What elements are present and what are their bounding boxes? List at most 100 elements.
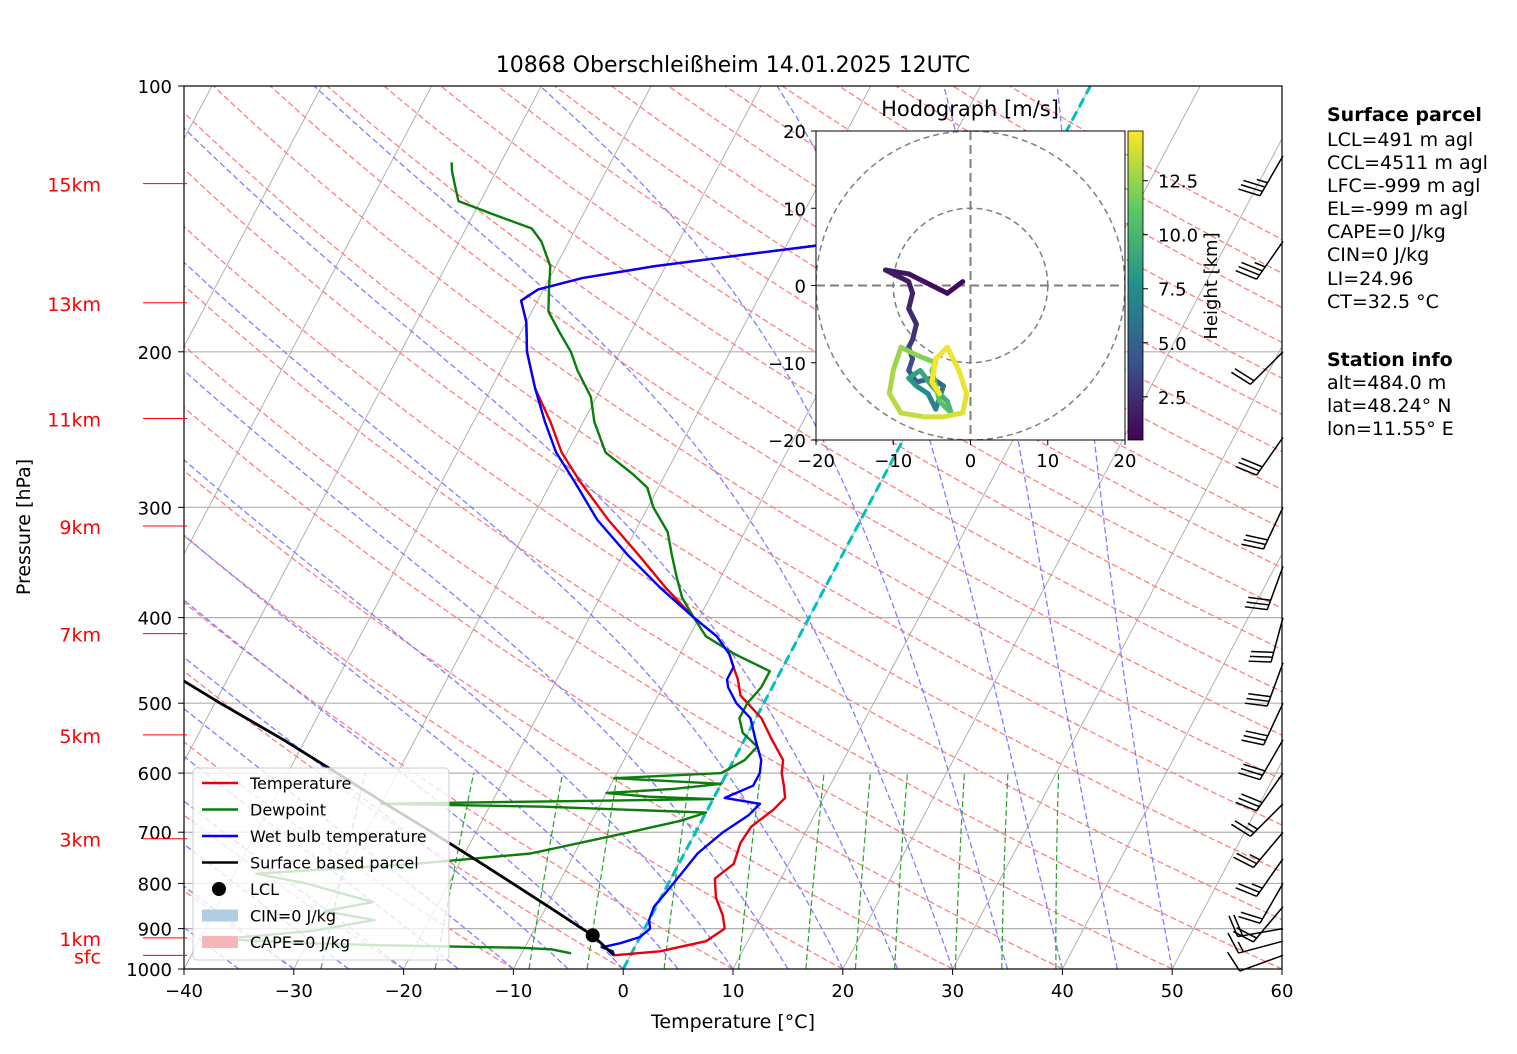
barb-full-feather xyxy=(1241,543,1264,550)
mixing-ratio-line xyxy=(954,773,965,969)
hodo-x-tick-label: −20 xyxy=(797,451,835,472)
moist-adiabat xyxy=(184,261,844,969)
hodo-y-tick-label: −10 xyxy=(768,354,806,375)
barb-full-feather xyxy=(1226,951,1241,972)
hodograph-segment xyxy=(921,279,950,296)
dry-adiabat xyxy=(184,284,1282,969)
hodograph-ticks: −20−20 −10 −10 0 0 10 10 20 20 xyxy=(768,122,1136,472)
dry-adiabat xyxy=(184,601,734,969)
barb-full-feather xyxy=(1235,801,1257,812)
barb-full-feather xyxy=(1227,932,1240,954)
barb-full-feather xyxy=(1238,883,1260,893)
mixing-ratio-line xyxy=(586,773,619,969)
station-info-title: Station info xyxy=(1327,349,1453,371)
barb-full-feather xyxy=(1248,596,1271,601)
barb-shaft xyxy=(1259,739,1284,780)
wind-barb xyxy=(1238,883,1284,924)
hodograph-title: Hodograph [m/s] xyxy=(881,97,1059,121)
barb-shaft xyxy=(1249,351,1284,385)
barb-full-feather xyxy=(1241,793,1263,804)
hodograph-segment xyxy=(910,321,919,343)
x-tick-label: 50 xyxy=(1161,981,1184,1002)
barb-shaft xyxy=(1270,617,1284,663)
height-label: 9km xyxy=(59,517,101,539)
legend-swatch-dot xyxy=(212,882,226,896)
wind-barb xyxy=(1241,702,1284,746)
wetbulb-line xyxy=(519,176,1059,956)
wind-barb xyxy=(1248,617,1284,663)
isotherm-line xyxy=(842,137,1282,969)
station-lon: lon=11.55° E xyxy=(1327,418,1454,440)
surface-parcel-title: Surface parcel xyxy=(1327,104,1482,126)
hodo-y-tick-label: 10 xyxy=(783,199,806,220)
x-tick-label: −20 xyxy=(385,981,423,1002)
moist-adiabat xyxy=(1056,86,1173,969)
hodograph-plot xyxy=(816,131,1125,440)
barb-full-feather xyxy=(1240,767,1263,776)
colorbar-tick-label: 12.5 xyxy=(1158,172,1198,193)
height-label: 3km xyxy=(59,830,101,852)
legend-box xyxy=(192,767,450,961)
hodo-y-tick-label: 0 xyxy=(795,277,806,298)
wind-barb xyxy=(1230,803,1284,837)
legend-label: Wet bulb temperature xyxy=(250,827,427,846)
hodograph-segment xyxy=(933,344,950,362)
surface-parcel-lcl: LCL=491 m agl xyxy=(1327,129,1473,151)
barb-shaft xyxy=(1262,702,1284,746)
height-label: sfc xyxy=(74,946,101,968)
dry-adiabat xyxy=(184,406,1063,969)
barb-shaft xyxy=(1238,940,1284,954)
barb-full-feather xyxy=(1235,887,1257,898)
barb-shaft xyxy=(1252,831,1284,868)
height-label: 15km xyxy=(47,175,101,197)
surface-parcel-li: LI=24.96 xyxy=(1327,268,1414,290)
wind-barb xyxy=(1235,436,1284,476)
barb-shaft xyxy=(1259,883,1284,924)
hodo-x-tick-label: 0 xyxy=(965,451,976,472)
barb-full-feather xyxy=(1245,534,1268,541)
barb-half-feather xyxy=(1237,941,1245,953)
hodograph-segment xyxy=(898,410,927,420)
hodograph-segment xyxy=(944,279,966,296)
dry-adiabat xyxy=(184,469,953,969)
pressure-axis-ticks: 1000 900 800 700 600 500 400 300 200 100 xyxy=(126,77,184,981)
wind-barb xyxy=(1227,932,1284,954)
height-label: 7km xyxy=(59,625,101,647)
barb-full-feather xyxy=(1235,465,1257,476)
barb-full-feather xyxy=(1233,930,1254,943)
p-tick-label: 500 xyxy=(138,694,172,715)
barb-full-feather xyxy=(1238,461,1260,472)
colorbar-tick-label: 7.5 xyxy=(1158,280,1187,301)
barb-full-feather xyxy=(1241,261,1263,272)
surface-parcel-lfc: LFC=-999 m agl xyxy=(1327,175,1480,197)
barb-full-feather xyxy=(1248,660,1272,663)
height-label: 5km xyxy=(59,726,101,748)
colorbar-tick-label: 2.5 xyxy=(1158,388,1187,409)
hodograph-segment xyxy=(956,367,970,397)
wind-barb xyxy=(1233,831,1284,869)
wind-barb xyxy=(1235,858,1284,898)
legend-label: Temperature xyxy=(249,774,351,793)
hodograph-segment xyxy=(937,398,954,416)
hodograph-segment xyxy=(929,379,943,397)
barb-shaft xyxy=(1249,803,1284,837)
barb-full-feather xyxy=(1230,371,1251,385)
hodograph-segment xyxy=(944,344,962,373)
p-tick-label: 100 xyxy=(138,77,172,98)
x-axis-ticks: −40 −30 −20 −10 0 10 20 30 40 50 60 xyxy=(165,969,1293,1002)
p-tick-label: 900 xyxy=(138,920,172,941)
moist-adiabat xyxy=(184,656,569,969)
wind-barb xyxy=(1235,241,1284,280)
isotherm-line xyxy=(403,86,872,969)
x-tick-label: −40 xyxy=(165,981,203,1002)
mixing-ratio-line xyxy=(894,773,908,969)
wind-barb xyxy=(1244,662,1284,707)
height-label: 11km xyxy=(47,410,101,432)
p-tick-label: 400 xyxy=(138,609,172,630)
wind-barb xyxy=(1230,351,1284,385)
mixing-ratio-line xyxy=(434,772,475,969)
legend-swatch-patch xyxy=(202,936,238,948)
legend-swatch-patch xyxy=(202,909,238,922)
moist-adiabat xyxy=(184,127,899,969)
p-tick-label: 700 xyxy=(138,823,172,844)
